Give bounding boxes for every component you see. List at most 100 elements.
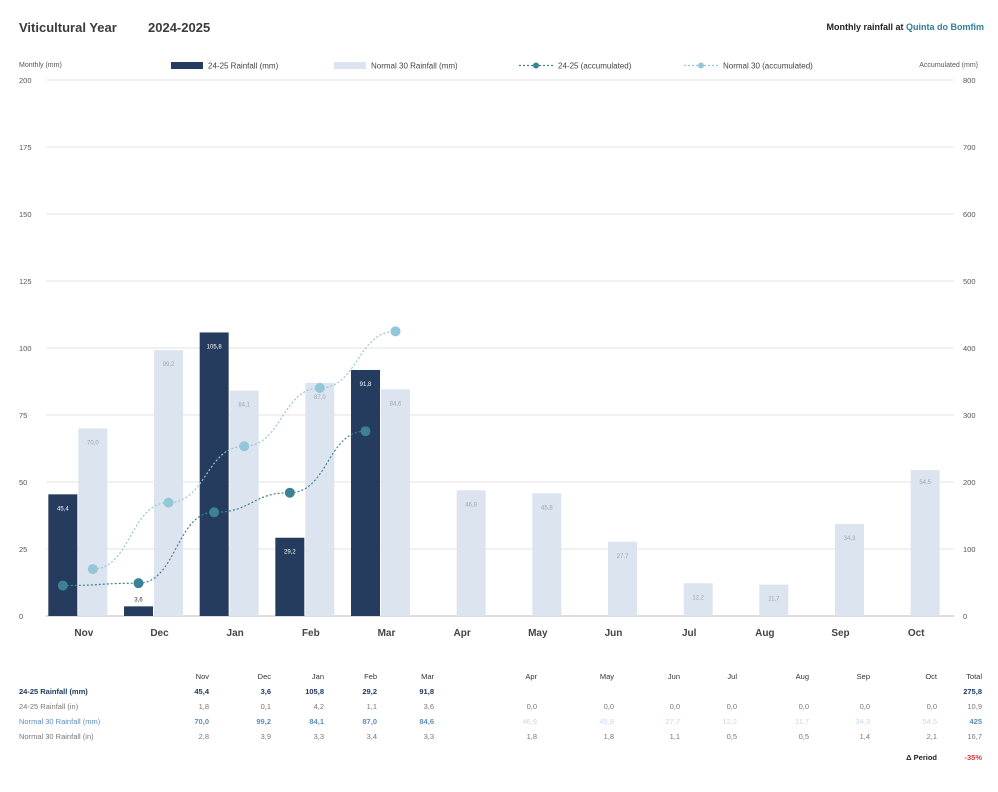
bar-normal: [910, 469, 940, 616]
legend-label: Normal 30 Rainfall (mm): [371, 62, 458, 71]
table-cell: 0,0: [603, 702, 614, 711]
table-cell: 2,8: [198, 732, 209, 741]
bar-normal-label: 27,7: [617, 554, 629, 560]
accum-point-normal: [239, 441, 250, 452]
bar-normal: [229, 390, 259, 616]
table-header-cell: Jan: [311, 672, 324, 681]
table-cell: 1,4: [859, 732, 870, 741]
table-cell: 0,0: [798, 702, 809, 711]
table-header-cell: Sep: [856, 672, 870, 681]
y-tick-label: 200: [19, 76, 32, 85]
table-cell: 27,7: [665, 717, 680, 726]
bar-current-label: 105,8: [207, 344, 223, 350]
table-cell: 3,3: [423, 732, 434, 741]
table-cell: 3,6: [423, 702, 434, 711]
table-cell: 46,9: [522, 717, 537, 726]
accum-point-normal: [314, 382, 325, 393]
table-header-cell: Feb: [364, 672, 377, 681]
table-row-label: Normal 30 Rainfall (in): [19, 732, 94, 741]
y-tick-label: 50: [19, 478, 27, 487]
bar-normal: [835, 524, 864, 616]
table-cell: 12,2: [722, 717, 737, 726]
legend-label: 24-25 Rainfall (mm): [208, 62, 279, 71]
x-tick-label: Feb: [302, 628, 320, 639]
table-cell: 91,8: [419, 687, 434, 696]
y2-tick-label: 100: [963, 545, 976, 554]
y-axis-label: Monthly (mm): [19, 62, 62, 69]
bar-normal: [456, 490, 486, 616]
table-cell: 45,8: [599, 717, 614, 726]
y2-tick-label: 200: [963, 478, 976, 487]
bar-normal: [381, 389, 410, 616]
y2-axis-label: Accumulated (mm): [919, 62, 978, 69]
table-cell: 45,4: [194, 687, 209, 696]
subtitle-place: Quinta do Bomfim: [906, 22, 984, 32]
table-cell: 1,1: [366, 702, 377, 711]
y2-tick-label: 0: [963, 612, 967, 621]
y2-tick-label: 500: [963, 277, 976, 286]
bar-current-label: 29,2: [284, 550, 296, 556]
y2-tick-label: 800: [963, 76, 976, 85]
accum-point-current: [360, 426, 371, 437]
table-row: Normal 30 Rainfall (mm) 70,0 99,2 84,1 87,0 8…: [19, 717, 982, 729]
bar-normal-label: 99,2: [163, 362, 175, 368]
accum-point-current: [57, 580, 68, 591]
bar-normal: [78, 428, 108, 616]
bar-current: [275, 537, 305, 616]
table-cell: 34,3: [855, 717, 870, 726]
y2-tick-label: 600: [963, 210, 976, 219]
table-delta-row: Δ Period -35%: [19, 753, 982, 765]
table-header-cell: Oct: [925, 672, 937, 681]
y-tick-label: 25: [19, 545, 27, 554]
bar-current: [351, 369, 380, 616]
table-cell: 425: [969, 717, 982, 726]
table-header-cell: Jun: [667, 672, 680, 681]
x-tick-label: Mar: [378, 628, 396, 639]
table-header-cell: Mar: [421, 672, 434, 681]
y-tick-label: 125: [19, 277, 32, 286]
table-cell: 87,0: [362, 717, 377, 726]
y2-tick-label: 700: [963, 143, 976, 152]
y2-tick-label: 400: [963, 344, 976, 353]
table-cell: 275,8: [963, 687, 982, 696]
table-cell: 54,5: [922, 717, 937, 726]
table-header-cell: Total: [966, 672, 982, 681]
x-tick-label: Jul: [682, 628, 697, 639]
table-cell: 3,6: [260, 687, 271, 696]
accum-point-current: [209, 507, 220, 518]
table-cell: 10,9: [967, 702, 982, 711]
table-cell: 0,0: [926, 702, 937, 711]
chart-subtitle: Monthly rainfall at Quinta do Bomfim: [826, 22, 984, 32]
table-cell: 105,8: [305, 687, 324, 696]
bar-normal-label: 11,7: [768, 597, 780, 603]
rainfall-chart: 0 0 25 100 50 200 75 300 100 400 125 500 150 600 175 70…: [19, 62, 978, 640]
x-tick-label: Apr: [454, 628, 471, 639]
bar-current-label: 45,4: [57, 506, 69, 512]
table-cell: 16,7: [967, 732, 982, 741]
table-header-row: Nov Dec Jan Feb Mar Apr May Jun Jul Aug Sep Oct Tota…: [19, 672, 982, 684]
accum-point-normal: [390, 326, 401, 337]
page-title: Viticultural Year: [19, 20, 117, 35]
legend-label: 24-25 (accumulated): [558, 62, 632, 71]
bar-normal: [532, 493, 562, 616]
bar-current-label: 3,6: [134, 597, 143, 603]
table-cell: 0,5: [798, 732, 809, 741]
bar-normal-label: 34,3: [844, 536, 856, 542]
bar-normal: [759, 584, 789, 616]
x-tick-label: May: [528, 628, 548, 639]
chart-header: Viticultural Year 2024-2025 Monthly rain…: [19, 20, 984, 42]
bar-normal-label: 87,0: [314, 395, 326, 401]
x-tick-label: Nov: [74, 628, 93, 639]
y-tick-label: 100: [19, 344, 32, 353]
y-tick-label: 175: [19, 143, 32, 152]
accum-point-normal: [87, 564, 98, 575]
table-cell: 84,1: [309, 717, 324, 726]
table-header-cell: Aug: [795, 672, 809, 681]
table-row: 24-25 Rainfall (in) 1,8 0,1 4,2 1,1 3,6 0,0 0,0…: [19, 702, 982, 714]
bar-current-label: 91,8: [360, 382, 372, 388]
x-tick-label: Jun: [605, 628, 623, 639]
accum-point-current: [284, 487, 295, 498]
legend-marker: [698, 62, 704, 69]
table-row: Normal 30 Rainfall (in) 2,8 3,9 3,3 3,4 3,3 1,…: [19, 732, 982, 744]
bar-current: [48, 494, 78, 616]
